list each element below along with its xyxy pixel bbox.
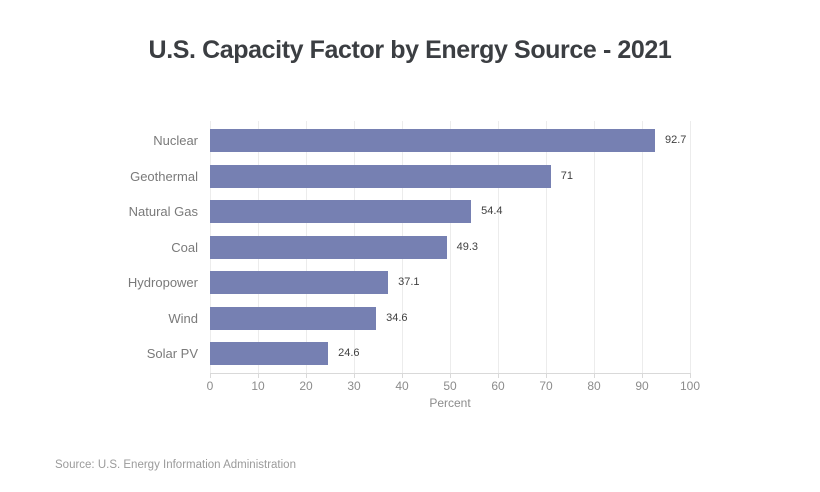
gridline-50 [450,121,451,373]
x-tick-label-100: 100 [679,379,701,393]
x-axis-line [210,373,691,374]
x-axis-title: Percent [429,396,471,410]
category-label-hydropower: Hydropower [127,275,198,290]
category-label-solar-pv: Solar PV [146,346,198,361]
x-tick-label-70: 70 [539,379,553,393]
bar-geothermal [210,164,551,188]
source-note: Source: U.S. Energy Information Administ… [55,459,296,471]
tick-mark-0 [210,373,211,378]
value-label-nuclear: 92.7 [664,134,687,146]
category-label-coal: Coal [171,239,198,255]
bar-wind [210,306,377,330]
tick-mark-20 [306,373,307,378]
tick-mark-40 [402,373,403,378]
tick-mark-50 [450,373,451,378]
value-label-natural-gas: 54.4 [481,205,503,217]
tick-mark-10 [258,373,259,378]
chart-title: U.S. Capacity Factor by Energy Source - … [148,36,672,64]
x-tick-label-50: 50 [443,379,457,393]
category-label-natural-gas: Natural Gas [128,204,198,219]
value-label-wind: 34.6 [386,311,408,324]
gridline-60 [498,121,499,373]
category-label-geothermal: Geothermal [130,168,198,184]
value-label-solar-pv: 24.6 [338,347,360,359]
gridline-80 [594,121,595,373]
gridline-90 [642,121,643,373]
x-tick-label-10: 10 [251,379,265,393]
bar-natural-gas [210,200,472,223]
tick-mark-60 [498,373,499,378]
x-tick-label-90: 90 [635,379,649,393]
tick-mark-80 [594,373,595,378]
gridline-70 [546,121,547,373]
tick-mark-100 [690,373,691,378]
x-tick-label-30: 30 [347,379,361,393]
category-label-nuclear: Nuclear [153,133,198,148]
category-label-wind: Wind [168,310,198,326]
value-label-hydropower: 37.1 [398,276,420,288]
value-label-geothermal: 71 [560,169,574,182]
value-label-coal: 49.3 [456,240,479,253]
x-tick-label-0: 0 [206,379,214,393]
bar-solar-pv [210,342,329,365]
tick-mark-30 [354,373,355,378]
bar-hydropower [210,271,389,294]
x-tick-label-80: 80 [587,379,601,393]
x-tick-label-60: 60 [491,379,505,393]
x-tick-label-40: 40 [395,379,409,393]
gridline-100 [690,121,691,373]
x-tick-label-20: 20 [299,379,313,393]
bar-coal [210,235,447,259]
tick-mark-70 [546,373,547,378]
bar-nuclear [210,129,655,152]
tick-mark-90 [642,373,643,378]
